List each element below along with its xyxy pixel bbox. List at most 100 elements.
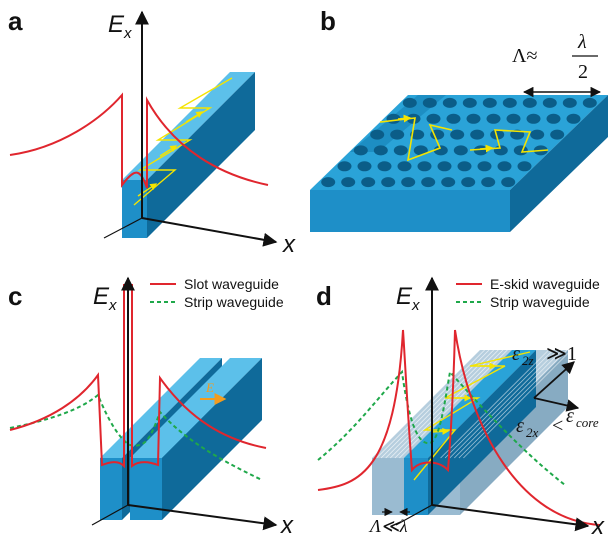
legend-c-strip-label: Strip waveguide [184, 294, 284, 310]
crystal-hole [397, 161, 412, 172]
crystal-hole [446, 113, 461, 124]
crystal-hole [417, 161, 432, 172]
crystal-hole [337, 161, 352, 172]
crystal-hole [477, 161, 492, 172]
crystal-hole [413, 145, 428, 156]
crystal-hole [321, 177, 336, 188]
panel-a-y-label: E [108, 11, 125, 38]
crystal-hole [390, 129, 405, 140]
panel-d-strip-curve [317, 369, 566, 486]
crystal-hole [422, 97, 437, 108]
panel-d-y-label: E [396, 283, 413, 310]
crystal-hole [470, 129, 485, 140]
legend-d-eskid-label: E-skid waveguide [490, 276, 600, 292]
panel-a-label: a [8, 6, 23, 36]
cladding-stripe [454, 349, 563, 459]
panel-b-fraction-num: λ [577, 31, 587, 53]
crystal-hole [437, 161, 452, 172]
crystal-hole [506, 113, 521, 124]
panel-d-eps-core-sub: core [576, 415, 599, 430]
panel-c-legend: Slot waveguide Strip waveguide [150, 276, 284, 310]
crystal-hole [497, 161, 512, 172]
crystal-hole [526, 113, 541, 124]
cladding-stripe [376, 349, 485, 459]
panel-d-eps-z-arrow [533, 361, 575, 399]
panel-d-eps-x-sub: 2x [526, 425, 539, 440]
crystal-hole [517, 161, 532, 172]
panel-d-x-axis [431, 504, 590, 532]
panel-d-eps-x-arrow [533, 397, 580, 412]
panel-d: d E x x [316, 276, 605, 539]
panel-d-eps-x-rel: < [552, 415, 563, 437]
crystal-hole [462, 97, 477, 108]
crystal-hole [550, 129, 565, 140]
panel-a-x-label: x [282, 231, 296, 258]
panel-d-x-label: x [591, 513, 605, 539]
panel-d-eps-x: ε [516, 415, 524, 437]
panel-c-field-label: E [205, 380, 214, 395]
panel-a-strip-waveguide [122, 72, 255, 238]
panel-a-y-label-sub: x [123, 25, 132, 42]
crystal-hole [353, 145, 368, 156]
crystal-hole [357, 161, 372, 172]
crystal-hole [442, 97, 457, 108]
crystal-hole [482, 97, 497, 108]
panel-b-label: b [320, 6, 336, 36]
crystal-hole [341, 177, 356, 188]
panel-a-field-curve [9, 92, 269, 189]
panel-c-y-label: E [93, 283, 110, 310]
cladding-stripe [440, 349, 549, 459]
panel-d-subwavelength-stripes [376, 349, 572, 459]
crystal-hole [377, 161, 392, 172]
crystal-hole [546, 113, 561, 124]
crystal-hole [381, 177, 396, 188]
panel-d-period-label: Λ≪λ [368, 516, 408, 536]
panel-d-eps-core: ε [566, 405, 574, 427]
crystal-hole [461, 177, 476, 188]
panel-d-legend: E-skid waveguide Strip waveguide [456, 276, 600, 310]
panel-d-eps-z-sub: 2z [522, 353, 534, 368]
crystal-hole [441, 177, 456, 188]
panel-d-eskid-curve [317, 329, 601, 526]
legend-d-strip-label: Strip waveguide [490, 294, 590, 310]
crystal-hole [402, 97, 417, 108]
panel-c-z-axis [91, 504, 129, 526]
panel-c-y-label-sub: x [108, 297, 117, 314]
crystal-hole [410, 129, 425, 140]
crystal-hole [582, 97, 597, 108]
crystal-hole [522, 97, 537, 108]
crystal-hole [542, 97, 557, 108]
cladding-stripe [399, 349, 508, 459]
crystal-hole [393, 145, 408, 156]
crystal-hole [466, 113, 481, 124]
crystal-hole [486, 113, 501, 124]
panel-a-x-axis [141, 217, 278, 247]
crystal-hole [562, 97, 577, 108]
panel-d-z-axis [395, 504, 433, 526]
panel-d-y-label-sub: x [411, 297, 420, 314]
crystal-hole [566, 113, 581, 124]
cladding-stripe [444, 349, 554, 459]
panel-b: b Λ≈ λ 2 [310, 6, 608, 232]
panel-b-holes [321, 97, 597, 188]
cladding-stripe [449, 349, 558, 459]
crystal-hole [493, 145, 508, 156]
panel-b-ray-path [379, 114, 549, 162]
cladding-stripe [458, 349, 568, 459]
crystal-hole [401, 177, 416, 188]
crystal-hole [457, 161, 472, 172]
panel-c-x-axis [127, 504, 278, 531]
crystal-hole [361, 177, 376, 188]
cladding-stripe [394, 349, 504, 459]
panel-c-label: c [8, 281, 22, 311]
crystal-hole [370, 129, 385, 140]
cladding-stripe [463, 349, 572, 459]
crystal-hole [481, 177, 496, 188]
crystal-hole [490, 129, 505, 140]
crystal-hole [450, 129, 465, 140]
panel-c-slot-waveguide [100, 358, 262, 520]
cladding-stripe [385, 349, 494, 459]
crystal-hole [530, 129, 545, 140]
panel-c-x-label: x [280, 512, 294, 539]
